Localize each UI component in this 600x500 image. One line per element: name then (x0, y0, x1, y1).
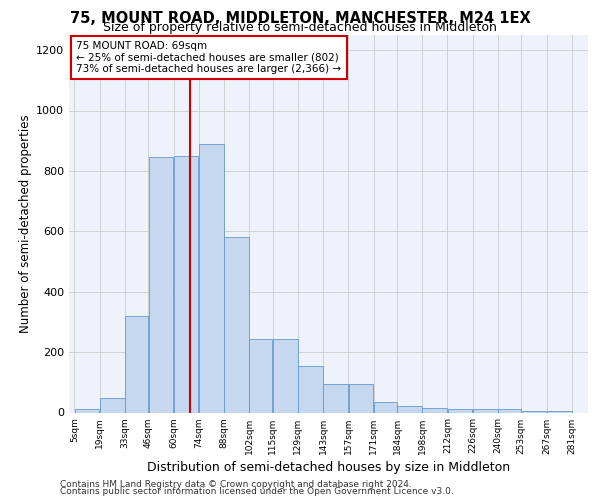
Text: 75 MOUNT ROAD: 69sqm
← 25% of semi-detached houses are smaller (802)
73% of semi: 75 MOUNT ROAD: 69sqm ← 25% of semi-detac… (76, 41, 341, 74)
Text: Size of property relative to semi-detached houses in Middleton: Size of property relative to semi-detach… (103, 21, 497, 34)
Bar (397, 406, 422, 412)
Bar (498, 410, 521, 412)
Bar (125, 316, 148, 412)
Y-axis label: Number of semi-detached properties: Number of semi-detached properties (19, 114, 32, 333)
Text: Contains public sector information licensed under the Open Government Licence v3: Contains public sector information licen… (60, 487, 454, 496)
Text: 75, MOUNT ROAD, MIDDLETON, MANCHESTER, M24 1EX: 75, MOUNT ROAD, MIDDLETON, MANCHESTER, M… (70, 11, 530, 26)
Bar (298, 366, 323, 412)
Bar (547, 411, 572, 412)
Bar (374, 402, 397, 412)
Bar (473, 410, 497, 412)
Text: Contains HM Land Registry data © Crown copyright and database right 2024.: Contains HM Land Registry data © Crown c… (60, 480, 412, 489)
Bar (199, 144, 224, 412)
Bar (100, 398, 125, 412)
Bar (349, 384, 373, 412)
Bar (250, 340, 272, 412)
X-axis label: Distribution of semi-detached houses by size in Middleton: Distribution of semi-detached houses by … (147, 460, 510, 473)
Bar (224, 238, 249, 412)
Bar (448, 410, 472, 412)
Bar (174, 156, 199, 412)
Bar (149, 158, 173, 412)
Bar (323, 384, 348, 412)
Bar (273, 340, 298, 412)
Bar (521, 411, 546, 412)
Bar (74, 410, 100, 412)
Bar (422, 408, 447, 412)
